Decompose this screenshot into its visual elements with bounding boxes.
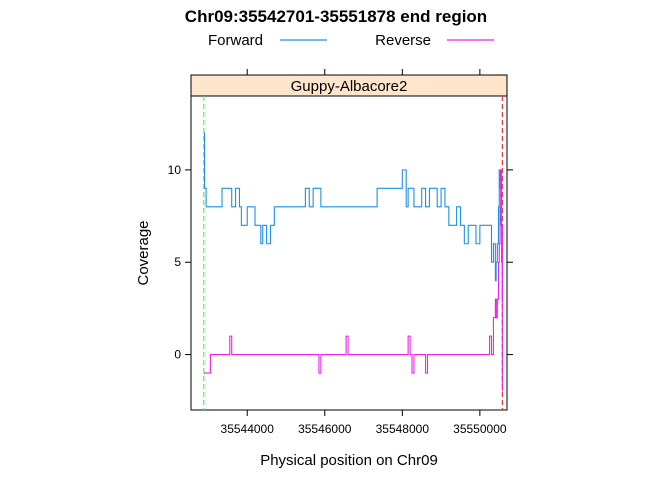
legend-label-reverse: Reverse [375,32,431,49]
legend: Forward Reverse [208,32,494,49]
region-lines [203,96,503,410]
x-tick-label: 35548000 [376,422,430,436]
x-axis-label: Physical position on Chr09 [260,452,438,469]
x-tick-label: 35544000 [221,422,275,436]
x-tick-label: 35546000 [298,422,352,436]
y-tick-label: 10 [168,163,182,177]
y-tick-label: 0 [174,348,181,362]
plot-panel [190,95,508,411]
x-tick-label: 35550000 [453,422,507,436]
y-axis: 0 5 10 [168,163,513,362]
series-layer [203,132,503,392]
legend-label-forward: Forward [208,32,263,49]
panel-strip-label: Guppy-Albacore2 [291,78,408,95]
chart-title: Chr09:35542701-35551878 end region [185,7,487,26]
series-line-reverse [203,169,503,392]
series-line-forward [203,132,503,300]
y-axis-label: Coverage [135,220,152,285]
x-axis: 35544000 35546000 35548000 35550000 [221,69,507,436]
y-tick-label: 5 [174,255,181,269]
